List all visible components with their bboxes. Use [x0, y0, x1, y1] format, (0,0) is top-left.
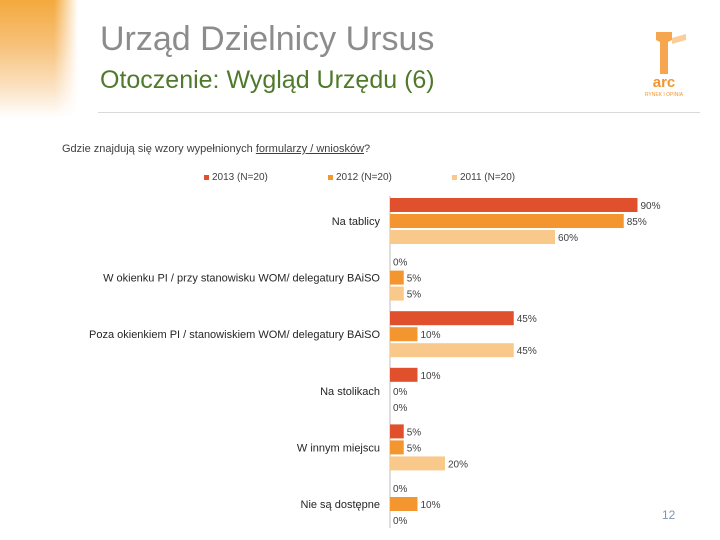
bar-2011-1 [390, 286, 404, 301]
category-label: W innym miejscu [297, 442, 380, 454]
bar-2011-4 [390, 456, 445, 471]
arc-logo: arc RYNEK I OPINIA [645, 32, 686, 98]
bar-2012-2 [390, 327, 418, 342]
bar-2013-3 [390, 367, 418, 382]
category-label: Na stolikach [320, 386, 380, 398]
data-label: 0% [393, 387, 408, 398]
data-label: 10% [421, 371, 441, 382]
data-label: 5% [407, 274, 422, 285]
bar-2013-0 [390, 198, 638, 212]
data-label: 5% [407, 290, 422, 301]
legend-swatch-2013 [204, 175, 209, 180]
bar-2011-2 [390, 343, 514, 358]
bar-2012-5 [390, 497, 418, 511]
data-label: 45% [517, 346, 537, 357]
data-label: 20% [448, 459, 468, 470]
svg-text:arc: arc [653, 74, 676, 91]
legend-item-2013: 2013 (N=20) [204, 172, 268, 183]
data-label: 0% [393, 484, 408, 495]
data-label: 0% [393, 403, 408, 414]
page-title: Urząd Dzielnicy Ursus [100, 20, 435, 58]
data-label: 0% [393, 516, 408, 527]
bar-2013-4 [390, 424, 404, 439]
bar-2013-2 [390, 311, 514, 326]
category-label: W okienku PI / przy stanowisku WOM/ dele… [103, 273, 380, 285]
data-label: 10% [421, 330, 441, 341]
survey-question: Gdzie znajdują się wzory wypełnionych fo… [62, 143, 371, 155]
bar-2011-0 [390, 230, 555, 244]
bar-2012-0 [390, 214, 624, 228]
data-label: 60% [558, 233, 578, 244]
data-label: 90% [641, 201, 661, 212]
category-label: Poza okienkiem PI / stanowiskiem WOM/ de… [89, 329, 380, 341]
category-label: Nie są dostępne [301, 499, 381, 511]
legend-item-2012: 2012 (N=20) [328, 172, 392, 183]
header-divider [98, 112, 700, 113]
svg-text:RYNEK I OPINIA: RYNEK I OPINIA [645, 92, 684, 98]
page-subtitle: Otoczenie: Wygląd Urzędu (6) [100, 66, 435, 94]
legend-swatch-2012 [328, 175, 333, 180]
bar-2012-1 [390, 270, 404, 285]
header-decoration [0, 0, 78, 118]
data-label: 5% [407, 427, 422, 438]
category-label: Na tablicy [332, 216, 381, 228]
data-label: 10% [421, 500, 441, 511]
legend-item-2011: 2011 (N=20) [452, 172, 515, 183]
data-label: 0% [393, 258, 408, 269]
bar-2012-4 [390, 440, 404, 455]
data-label: 5% [407, 443, 422, 454]
data-label: 85% [627, 217, 647, 228]
data-label: 45% [517, 314, 537, 325]
page-number: 12 [662, 508, 676, 522]
legend-swatch-2011 [452, 175, 457, 180]
